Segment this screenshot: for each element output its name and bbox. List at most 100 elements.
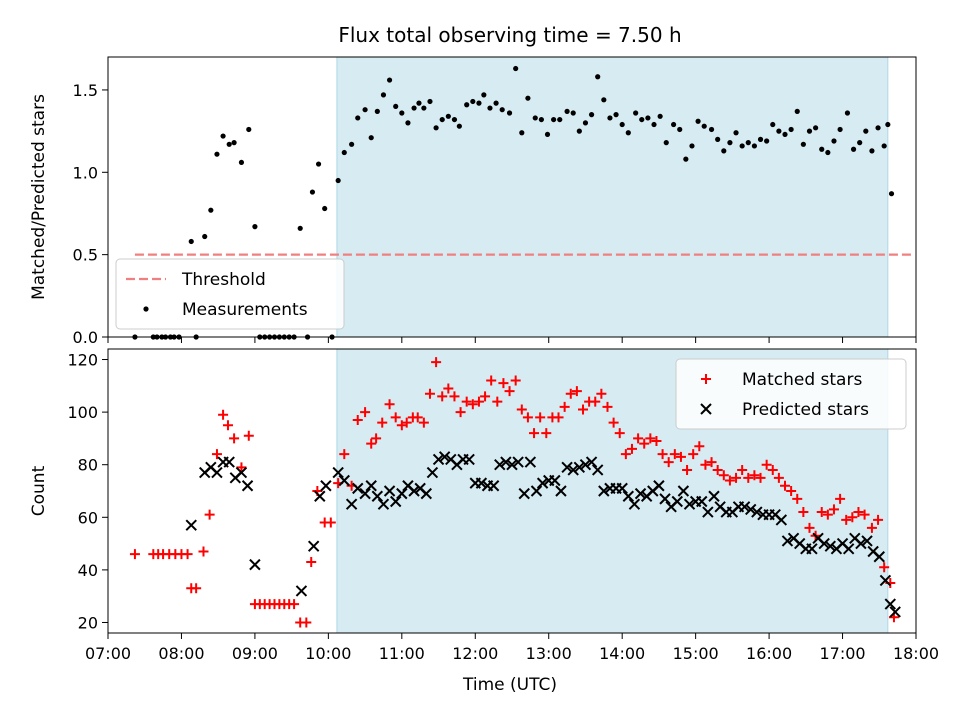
- matched-star-point: [645, 433, 656, 444]
- measurement-point: [246, 126, 252, 133]
- matched-star-point: [780, 480, 791, 491]
- matched-star-point: [377, 417, 388, 428]
- measurement-point: [844, 110, 851, 116]
- predicted-star-point: [708, 490, 720, 502]
- measurement-point: [493, 100, 499, 106]
- measurement-point: [733, 130, 739, 136]
- measurement-point: [739, 143, 745, 149]
- matched-star-point: [761, 459, 772, 470]
- measurement-point: [619, 121, 625, 128]
- measurement-point: [322, 205, 328, 212]
- measurement-point: [499, 107, 505, 113]
- predicted-star-point: [185, 519, 197, 531]
- measurement-point: [538, 116, 544, 123]
- matched-star-point: [596, 388, 607, 399]
- measurement-point: [570, 110, 576, 116]
- measurement-point: [625, 130, 631, 136]
- matched-star-point: [325, 517, 336, 528]
- bottom-panel-frame: [107, 348, 917, 634]
- predicted-star-point: [506, 458, 518, 471]
- legend-entry-label: Matched stars: [742, 370, 862, 390]
- legend-entry: Predicted stars: [700, 400, 869, 420]
- predicted-star-point: [345, 498, 358, 510]
- matched-star-point: [682, 464, 693, 475]
- matched-star-point: [218, 409, 229, 420]
- measurement-point: [525, 95, 531, 101]
- top-observing-window-shade: [336, 56, 889, 338]
- legend-box: [115, 258, 345, 330]
- predicted-star-point: [475, 477, 488, 489]
- predicted-star-point: [307, 540, 320, 552]
- predicted-star-point: [567, 464, 579, 476]
- x-tick-label: 07:00: [85, 644, 131, 663]
- measurement-point: [813, 125, 819, 131]
- matched-star-point: [516, 404, 527, 415]
- matched-star-point: [578, 404, 589, 415]
- predicted-star-point: [585, 456, 598, 468]
- matched-star-point: [688, 449, 699, 460]
- predicted-star-point: [738, 501, 751, 513]
- predicted-star-point: [536, 477, 549, 489]
- bottom-y-axis-ticks: 20 40 60 80 100 120: [67, 351, 108, 632]
- matched-star-point: [236, 462, 247, 473]
- matched-star-point: [620, 449, 631, 460]
- y-tick-label: 20: [78, 613, 98, 632]
- matched-star-point: [504, 386, 515, 397]
- legend-marker-swatch: [143, 306, 149, 312]
- matched-star-point: [565, 388, 576, 399]
- predicted-star-point: [671, 495, 683, 508]
- measurement-point: [788, 126, 794, 133]
- legend-marker-swatch: [701, 374, 711, 384]
- matched-star-point: [182, 549, 193, 560]
- legend-marker-swatch: [700, 403, 712, 415]
- bottom-y-axis-label: Count: [29, 465, 49, 516]
- measurement-point: [645, 115, 651, 121]
- measurement-point: [427, 98, 433, 105]
- measurement-point: [445, 113, 451, 119]
- matched-star-point: [306, 557, 317, 567]
- matched-star-point: [191, 583, 202, 594]
- measurement-point: [405, 120, 411, 126]
- matched-star-point: [366, 438, 377, 449]
- measurement-point: [715, 136, 721, 142]
- measurement-point: [309, 189, 316, 195]
- measurement-point: [806, 128, 813, 134]
- top-y-axis-ticks: 0.0 0.5 1.0 1.5: [73, 81, 108, 347]
- matched-star-point: [211, 449, 222, 460]
- matched-star-point: [243, 430, 254, 441]
- measurement-point: [214, 151, 220, 157]
- measurement-point: [349, 141, 355, 147]
- predicted-star-point: [438, 451, 451, 463]
- x-tick-label: 18:00: [893, 644, 939, 663]
- measurement-point: [576, 128, 582, 134]
- measurement-point: [850, 146, 857, 152]
- y-tick-label: 60: [78, 508, 98, 527]
- predicted-star-point: [494, 458, 506, 471]
- matched-star-point: [390, 412, 401, 423]
- measurement-point: [663, 140, 669, 146]
- predicted-star-point: [249, 558, 261, 571]
- matched-star-point: [412, 412, 423, 423]
- matched-star-point: [743, 472, 754, 483]
- measurement-point: [476, 100, 482, 106]
- top-panel: 0.0 0.5 1.0 1.5 Matched/Predicted stars Thr…: [29, 56, 917, 347]
- matched-star-point: [675, 451, 686, 462]
- matched-star-point: [437, 391, 448, 402]
- measurement-point: [433, 125, 439, 131]
- matched-star-point: [198, 546, 209, 557]
- matched-star-point: [767, 464, 778, 475]
- measurement-point: [727, 140, 733, 146]
- predicted-star-point: [622, 490, 635, 502]
- x-tick-label: 14:00: [599, 644, 645, 663]
- matched-star-point: [866, 522, 877, 533]
- predicted-star-point: [573, 461, 586, 474]
- matched-star-point: [129, 549, 140, 560]
- matched-star-point: [352, 415, 363, 425]
- measurement-point: [544, 131, 551, 138]
- matched-star-point: [431, 357, 442, 368]
- bottom-x-axis-ticks: 07:00 08:00 09:00 10:00 11:00 12:00 13:00 14:00…: [85, 633, 939, 663]
- matched-star-point: [755, 472, 766, 483]
- measurement-point: [677, 126, 683, 133]
- measurement-point: [701, 123, 707, 129]
